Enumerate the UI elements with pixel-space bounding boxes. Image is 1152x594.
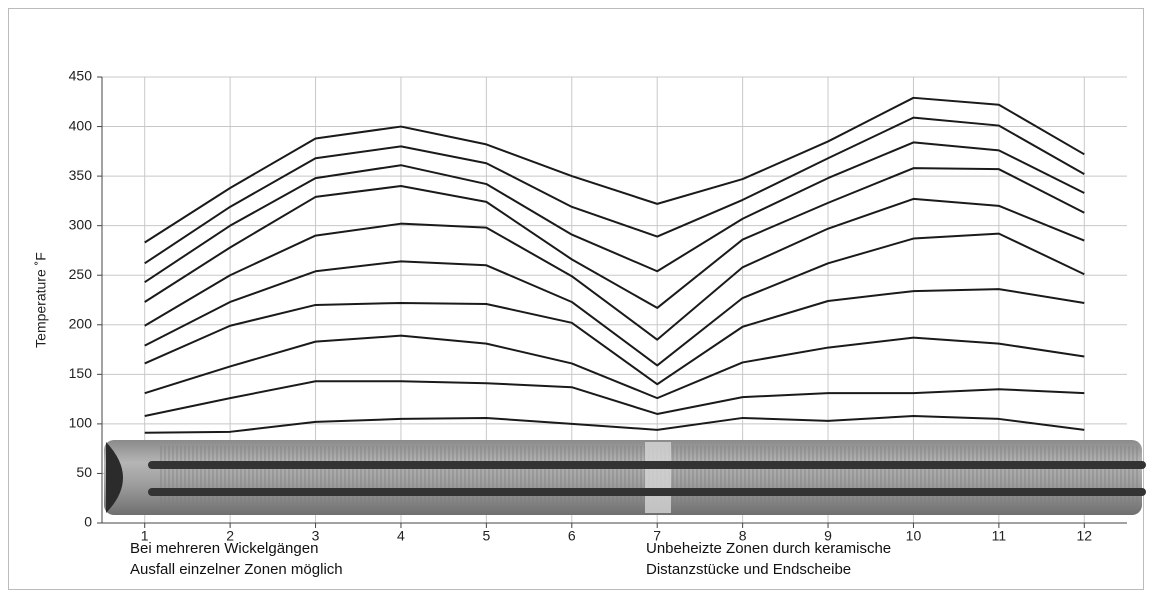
series-line [144,414,1085,434]
series-line [144,232,1085,367]
annotation: Ausfall einzelner Zonen möglich [130,561,343,578]
x-tick-label: 3 [312,528,320,544]
y-tick-label: 250 [69,266,93,282]
annotation: Unbeheizte Zonen durch keramische [646,540,891,557]
x-tick-label: 12 [1077,528,1093,544]
y-tick-label: 400 [69,117,93,133]
x-tick-label: 10 [906,528,922,544]
x-tick-label: 9 [824,528,832,544]
y-axis-title: Temperature ˚F [33,252,49,348]
x-tick-label: 4 [397,528,405,544]
unheated-zone [645,442,671,513]
x-tick-label: 11 [992,528,1007,544]
series-line [144,167,1085,309]
x-tick-label: 5 [482,528,490,544]
y-tick-label: 200 [69,315,93,331]
annotation: Bei mehreren Wickelgängen [130,540,318,557]
y-tick-label: 350 [69,167,93,183]
heater-rod [148,488,1146,496]
series-line [144,288,1085,386]
x-tick-label: 7 [653,528,661,544]
heater-image [104,440,1146,515]
y-tick-label: 0 [84,514,92,530]
y-tick-label: 300 [69,216,93,232]
y-tick-label: 150 [69,365,93,381]
heater-rod [148,461,1146,469]
x-tick-label: 2 [226,528,234,544]
y-tick-label: 100 [69,415,93,431]
series-line [144,334,1085,400]
x-tick-label: 1 [141,528,149,544]
grid-layer [97,76,1127,528]
series-line [144,116,1085,265]
y-tick-label: 50 [76,464,92,480]
series-line [144,96,1085,244]
x-tick-label: 8 [739,528,747,544]
x-tick-label: 6 [568,528,576,544]
series-line [144,380,1085,417]
y-tick-label: 450 [69,68,93,84]
series-line [144,141,1085,283]
series-line [144,197,1085,341]
heater-cap [106,442,123,513]
line-layer [144,96,1085,434]
annotation: Distanzstücke und Endscheibe [646,561,851,578]
